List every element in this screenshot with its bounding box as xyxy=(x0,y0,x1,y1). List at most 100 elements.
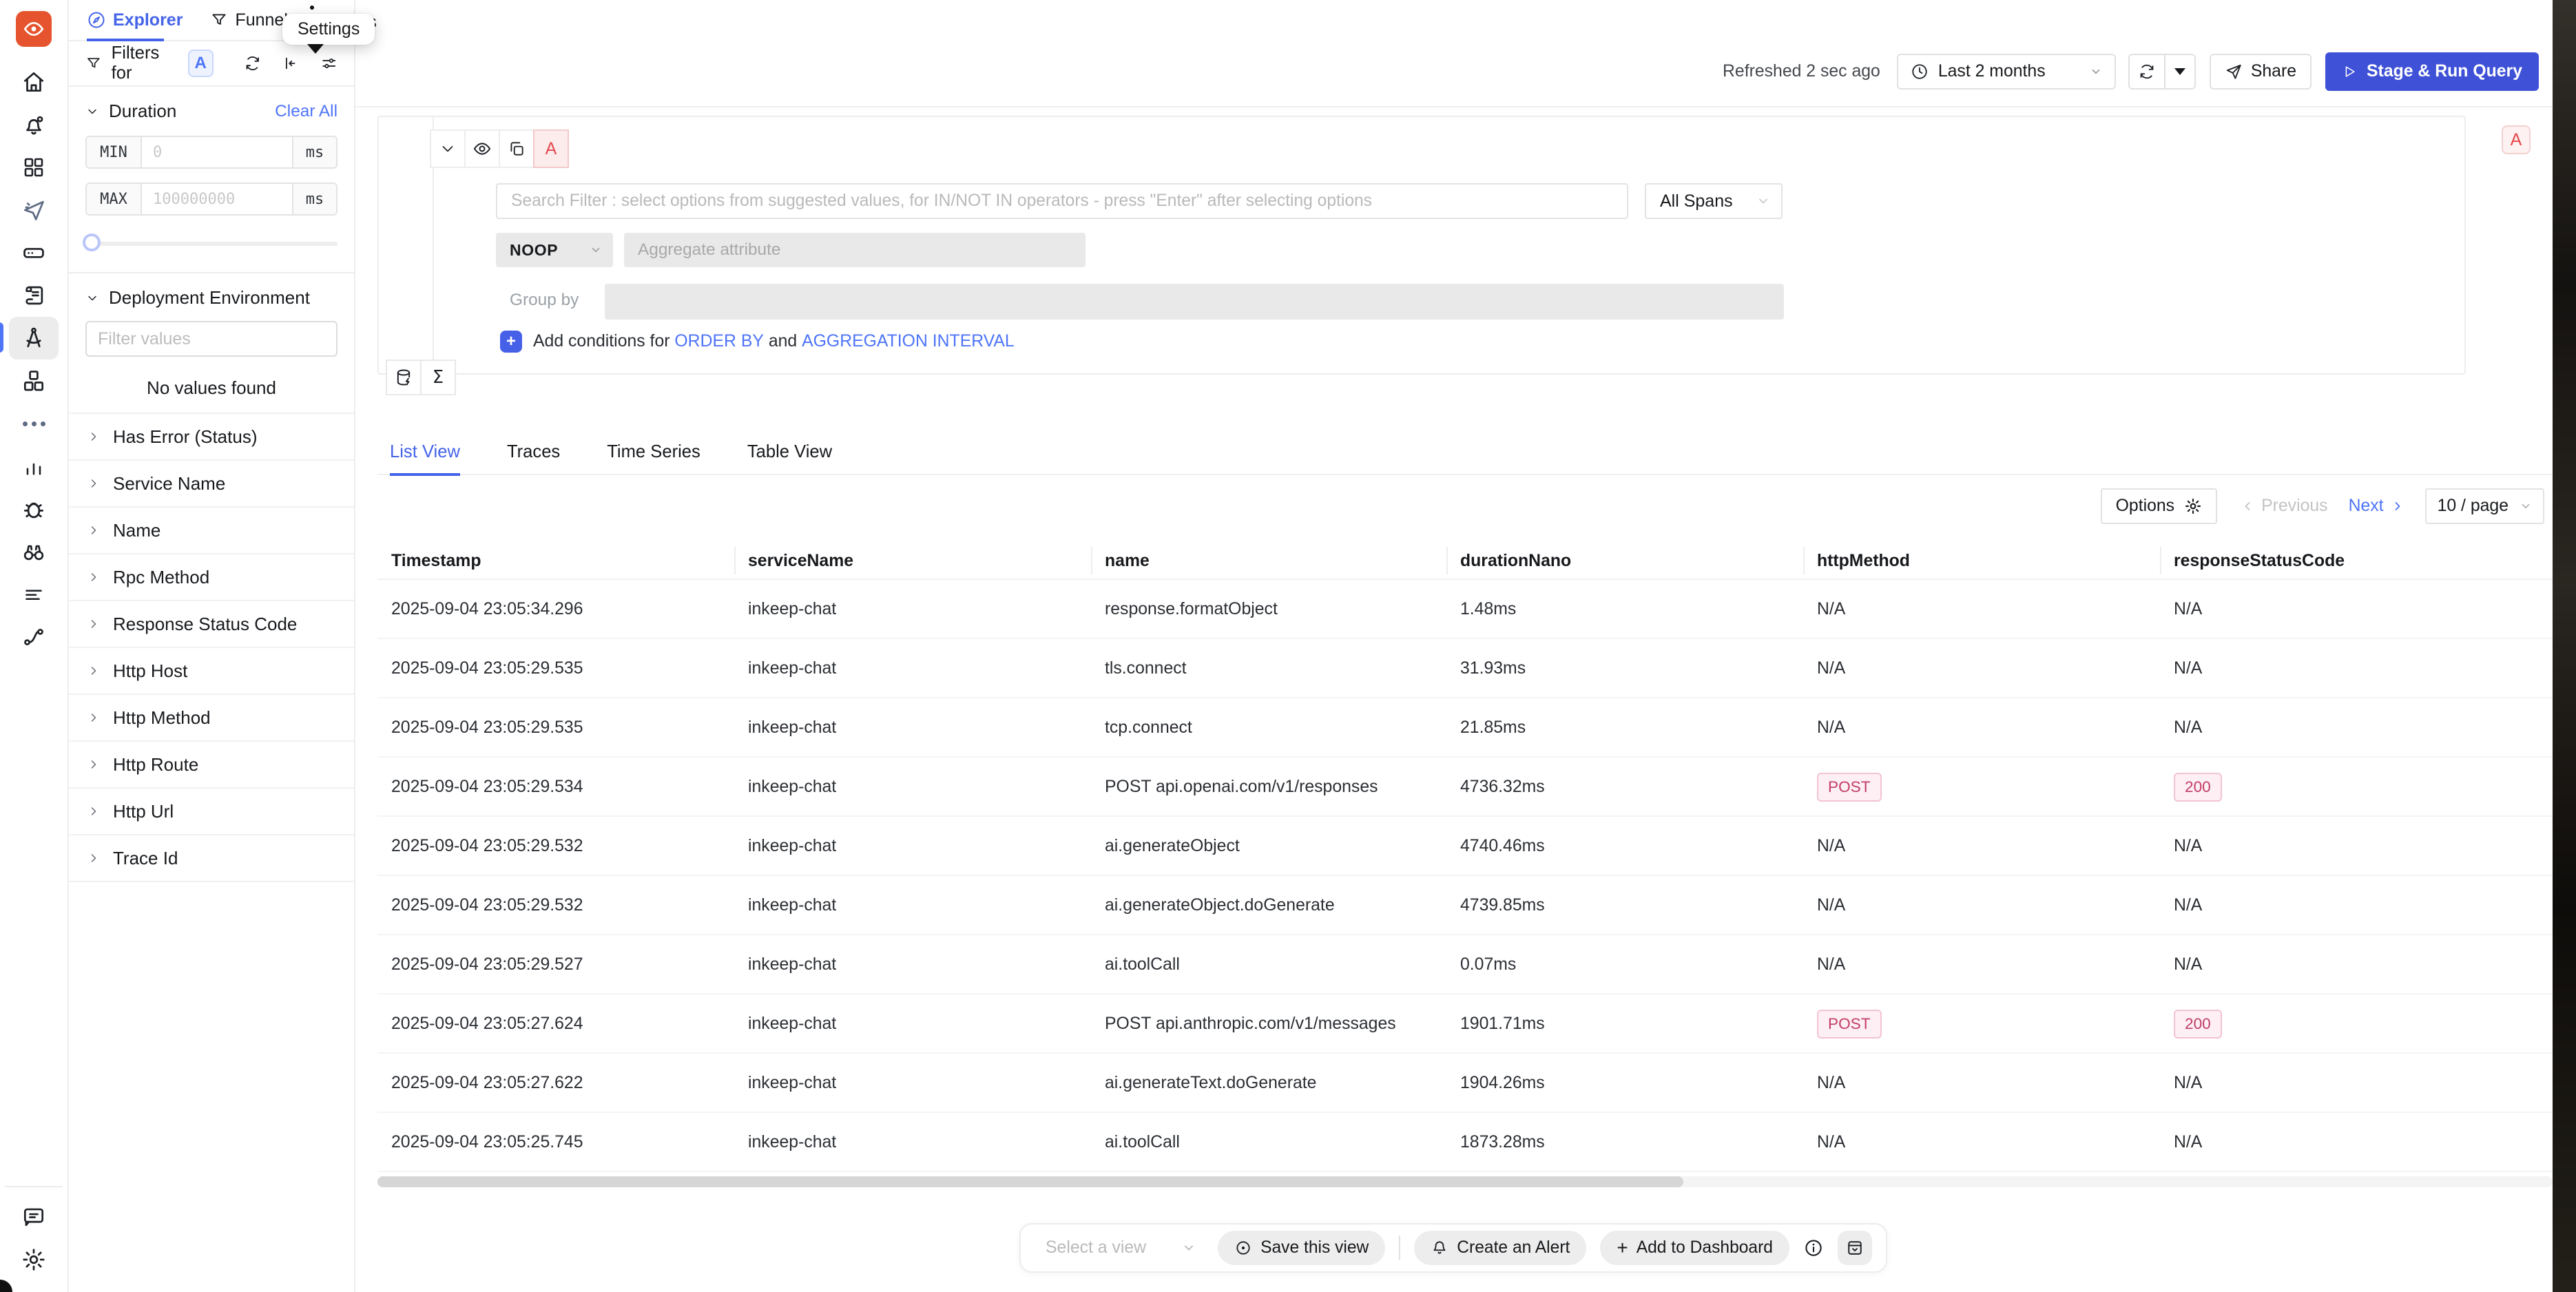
signoz-logo-icon[interactable] xyxy=(16,11,52,47)
add-to-dashboard-label: Add to Dashboard xyxy=(1636,1238,1773,1257)
filter-section-row[interactable]: Rpc Method xyxy=(69,554,354,601)
slider-handle[interactable] xyxy=(83,233,101,251)
col-durationnano[interactable]: durationNano xyxy=(1460,552,1572,570)
previous-page-button[interactable]: Previous xyxy=(2241,497,2328,516)
filter-section-label: Service Name xyxy=(113,472,226,494)
filter-section-row[interactable]: Http Method xyxy=(69,695,354,742)
add-to-dashboard-button[interactable]: + Add to Dashboard xyxy=(1600,1231,1789,1265)
nav-metrics-chart-icon[interactable] xyxy=(9,445,59,488)
aggregate-op-select[interactable]: NOOP xyxy=(496,233,613,267)
tab-time-series[interactable]: Time Series xyxy=(607,441,700,461)
table-row[interactable]: 2025-09-04 23:05:29.532 inkeep-chat ai.g… xyxy=(377,817,2553,876)
query-letter-chip[interactable]: A xyxy=(533,129,569,168)
nav-support-chat-icon[interactable] xyxy=(9,1196,59,1238)
table-row[interactable]: 2025-09-04 23:05:29.532 inkeep-chat ai.g… xyxy=(377,876,2553,935)
deployment-filter-input[interactable]: Filter values xyxy=(85,321,337,357)
horizontal-scrollbar[interactable] xyxy=(377,1176,2553,1187)
max-input[interactable]: 100000000 xyxy=(153,190,236,208)
filter-section-row[interactable]: Trace Id xyxy=(69,835,354,882)
query-visibility-eye-button[interactable] xyxy=(464,129,500,168)
filter-settings-sliders-icon[interactable] xyxy=(320,54,337,73)
create-alert-label: Create an Alert xyxy=(1457,1238,1570,1257)
query-collapse-button[interactable] xyxy=(430,129,466,168)
sync-refresh-icon[interactable] xyxy=(244,54,261,73)
col-name[interactable]: name xyxy=(1105,552,1150,570)
save-view-button[interactable]: Save this view xyxy=(1218,1231,1386,1265)
table-row[interactable]: 2025-09-04 23:05:34.296 inkeep-chat resp… xyxy=(377,580,2553,639)
col-servicename[interactable]: serviceName xyxy=(748,552,854,570)
table-row[interactable]: 2025-09-04 23:05:25.745 inkeep-chat ai.t… xyxy=(377,1113,2553,1172)
col-timestamp[interactable]: Timestamp xyxy=(391,552,481,570)
nav-settings-gear-icon[interactable] xyxy=(9,1238,59,1281)
dock-panel-button[interactable] xyxy=(1837,1231,1872,1265)
aggregation-interval-link[interactable]: AGGREGATION INTERVAL xyxy=(802,332,1015,351)
filter-section-row[interactable]: Name xyxy=(69,508,354,554)
clear-all-link[interactable]: Clear All xyxy=(275,101,337,121)
main-header-controls: Refreshed 2 sec ago Last 2 months Share … xyxy=(1723,52,2539,91)
filter-section-row[interactable]: Response Status Code xyxy=(69,601,354,648)
chevron-down-icon[interactable] xyxy=(85,105,99,118)
refreshed-status: Refreshed 2 sec ago xyxy=(1723,62,1880,81)
aggregate-attribute-input[interactable]: Aggregate attribute xyxy=(624,233,1086,267)
stage-run-query-button[interactable]: Stage & Run Query xyxy=(2325,52,2539,91)
nav-traces-compass-icon[interactable] xyxy=(0,317,59,360)
next-page-button[interactable]: Next xyxy=(2349,497,2404,516)
filter-section-row[interactable]: Http Host xyxy=(69,648,354,695)
previous-label: Previous xyxy=(2261,497,2328,515)
nav-logs-scroll-icon[interactable] xyxy=(9,274,59,317)
col-responsestatuscode[interactable]: responseStatusCode xyxy=(2174,552,2345,570)
filter-section-row[interactable]: Http Route xyxy=(69,742,354,789)
duration-slider[interactable] xyxy=(83,233,337,253)
query-label-chip-right[interactable]: A xyxy=(2502,125,2531,154)
table-row[interactable]: 2025-09-04 23:05:29.535 inkeep-chat tls.… xyxy=(377,639,2553,698)
info-icon[interactable] xyxy=(1803,1238,1824,1258)
table-row[interactable]: 2025-09-04 23:05:27.622 inkeep-chat ai.g… xyxy=(377,1054,2553,1113)
chevron-down-icon[interactable] xyxy=(85,291,99,305)
tab-traces[interactable]: Traces xyxy=(506,441,561,461)
refresh-button[interactable] xyxy=(2128,54,2165,90)
nav-exceptions-bug-icon[interactable] xyxy=(9,488,59,530)
select-view-dropdown[interactable]: Select a view xyxy=(1035,1238,1204,1258)
nav-services-server-icon[interactable] xyxy=(9,231,59,274)
nav-service-map-binoculars-icon[interactable] xyxy=(9,530,59,573)
tab-list-view[interactable]: List View xyxy=(390,429,460,476)
tab-table-view[interactable]: Table View xyxy=(747,441,833,461)
tab-explorer[interactable]: Explorer xyxy=(87,10,183,30)
refresh-options-caret[interactable] xyxy=(2165,54,2196,90)
time-range-select[interactable]: Last 2 months xyxy=(1896,54,2116,90)
nav-integrations-pipeline-icon[interactable] xyxy=(9,616,59,658)
filter-section-row[interactable]: Http Url xyxy=(69,789,354,835)
col-httpmethod[interactable]: httpMethod xyxy=(1817,552,1910,570)
table-row[interactable]: 2025-09-04 23:05:27.624 inkeep-chat POST… xyxy=(377,994,2553,1054)
table-row[interactable]: 2025-09-04 23:05:29.535 inkeep-chat tcp.… xyxy=(377,698,2553,758)
table-row[interactable]: 2025-09-04 23:05:29.527 inkeep-chat ai.t… xyxy=(377,935,2553,994)
formula-sigma-icon[interactable]: Σ xyxy=(420,360,456,395)
nav-infra-cubes-icon[interactable] xyxy=(9,360,59,402)
filter-section-label: Name xyxy=(113,519,161,541)
nav-alerts-bell-icon[interactable] xyxy=(9,103,59,146)
order-by-link[interactable]: ORDER BY xyxy=(674,332,764,351)
table-row[interactable]: 2025-09-04 23:05:29.534 inkeep-chat POST… xyxy=(377,758,2553,817)
share-button[interactable]: Share xyxy=(2209,54,2312,90)
nav-more-dots-icon[interactable] xyxy=(9,402,59,445)
query-badge-a[interactable]: A xyxy=(187,50,214,77)
filter-section-row[interactable]: Has Error (Status) xyxy=(69,414,354,461)
nav-billing-list-icon[interactable] xyxy=(9,573,59,616)
create-alert-button[interactable]: Create an Alert xyxy=(1414,1231,1587,1265)
collapse-panel-icon[interactable] xyxy=(282,54,299,73)
scrollbar-thumb[interactable] xyxy=(377,1176,1683,1187)
search-filter-input[interactable]: Search Filter : select options from sugg… xyxy=(496,183,1628,219)
query-builder-db-icon[interactable] xyxy=(386,360,422,395)
group-by-input[interactable] xyxy=(605,284,1784,320)
span-scope-select[interactable]: All Spans xyxy=(1645,183,1783,219)
min-input[interactable]: 0 xyxy=(153,143,163,161)
options-button[interactable]: Options xyxy=(2100,488,2218,524)
page-size-select[interactable]: 10 / page xyxy=(2424,488,2544,524)
query-copy-button[interactable] xyxy=(499,129,534,168)
filter-section-row[interactable]: Service Name xyxy=(69,461,354,508)
add-conditions-plus-icon[interactable]: + xyxy=(500,331,522,353)
next-label: Next xyxy=(2348,497,2384,515)
nav-dashboards-grid-icon[interactable] xyxy=(9,146,59,189)
nav-messages-plane-icon[interactable] xyxy=(9,189,59,231)
nav-home-icon[interactable] xyxy=(9,61,59,103)
